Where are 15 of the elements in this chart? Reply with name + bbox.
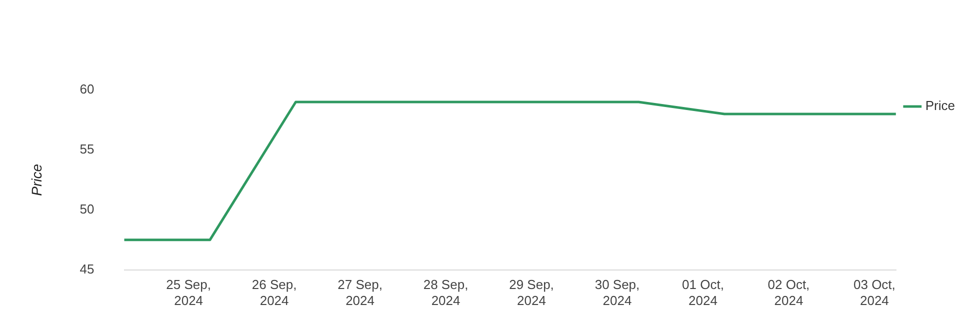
y-axis-title: Price — [28, 164, 44, 196]
legend-label: Price — [925, 98, 956, 114]
y-tick-label: 45 — [80, 261, 94, 276]
x-tick-label: 27 Sep, 2024 — [338, 277, 382, 308]
x-tick-label: 26 Sep, 2024 — [252, 277, 297, 308]
x-tick-label: 30 Sep, 2024 — [594, 277, 640, 308]
x-tick-label: 28 Sep, 2024 — [423, 277, 468, 308]
x-tick-label: 02 Oct, 2024 — [768, 277, 810, 308]
y-tick-label: 55 — [80, 142, 94, 157]
y-tick-label: 60 — [80, 82, 94, 97]
x-tick-label: 25 Sep, 2024 — [166, 277, 211, 308]
y-tick-label: 50 — [80, 201, 94, 216]
x-tick-label: 03 Oct, 2024 — [853, 277, 896, 308]
x-tick-label: 29 Sep, 2024 — [509, 277, 554, 308]
x-tick-label: 01 Oct, 2024 — [682, 277, 724, 308]
